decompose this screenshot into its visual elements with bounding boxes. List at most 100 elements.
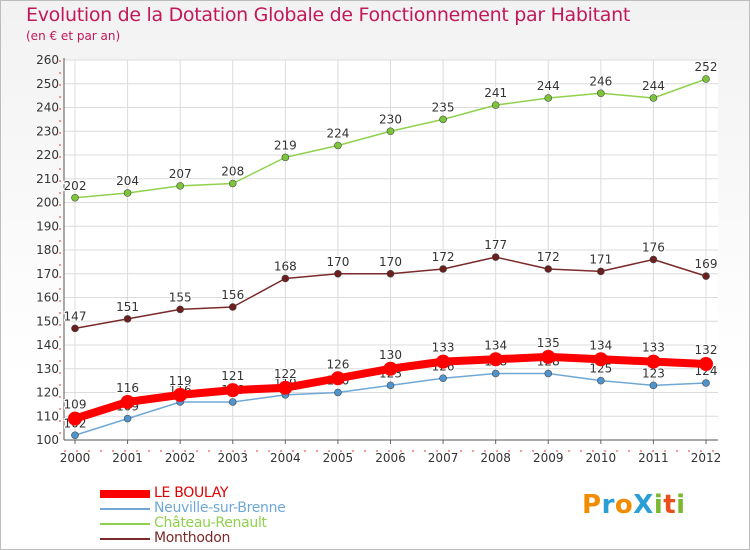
data-point [330, 371, 345, 386]
data-label: 147 [64, 309, 87, 323]
data-label: 122 [274, 367, 297, 381]
data-point [334, 388, 342, 397]
data-point [649, 381, 658, 390]
data-point [544, 369, 553, 378]
legend-swatch [100, 507, 150, 510]
data-label: 170 [379, 255, 402, 269]
logo-letter: P [582, 490, 602, 520]
data-point [491, 253, 500, 261]
x-tick-label: 2004 [270, 451, 301, 465]
y-tick-label: 200 [36, 196, 59, 210]
y-tick-label: 140 [36, 338, 59, 352]
data-point [439, 265, 447, 273]
data-point [597, 267, 605, 276]
data-label: 119 [169, 374, 192, 388]
chart-legend: LE BOULAY Neuville-sur-Brenne Château-Rena… [100, 486, 286, 546]
data-label: 241 [484, 86, 507, 100]
x-tick-label: 2001 [112, 451, 143, 465]
data-point [123, 315, 132, 323]
data-point [649, 94, 658, 102]
data-point [488, 352, 503, 367]
data-point [439, 115, 447, 124]
logo-letter: i [676, 490, 686, 520]
data-point [702, 75, 710, 83]
chart-subtitle: (en € et par an) [26, 29, 121, 43]
x-tick-label: 2003 [217, 451, 248, 465]
logo-letter: r [601, 490, 615, 520]
chart-title: Evolution de la Dotation Globale de Fonc… [26, 4, 631, 26]
proxiti-logo: ProXiti [582, 490, 686, 520]
data-point [436, 354, 451, 369]
data-label: 125 [589, 362, 612, 376]
data-label: 133 [642, 341, 665, 355]
data-point [120, 395, 135, 409]
data-point [278, 380, 293, 395]
y-tick-label: 110 [36, 409, 59, 423]
y-tick-label: 150 [36, 314, 59, 328]
x-tick-label: 2002 [165, 451, 196, 465]
data-point [597, 89, 605, 98]
x-tick-label: 2005 [323, 451, 354, 465]
data-label: 244 [537, 79, 560, 93]
data-label: 235 [432, 100, 455, 114]
data-label: 204 [116, 174, 139, 188]
legend-label: Château-Renault [154, 515, 267, 531]
data-point [702, 379, 710, 387]
x-tick-label: 2010 [586, 451, 617, 465]
data-point [334, 141, 342, 150]
y-tick-label: 240 [36, 101, 59, 115]
data-label: 230 [379, 112, 402, 126]
data-label: 224 [326, 127, 349, 141]
x-tick-label: 2009 [533, 451, 564, 465]
data-label: 171 [589, 252, 612, 266]
data-label: 170 [326, 255, 349, 269]
data-label: 134 [484, 338, 507, 352]
logo-letter: o [614, 490, 634, 520]
data-point [491, 101, 500, 109]
data-point [68, 411, 82, 426]
x-tick-label: 2007 [428, 451, 459, 465]
x-tick-label: 2006 [375, 451, 406, 465]
data-point [334, 269, 342, 278]
data-label: 176 [642, 241, 665, 255]
data-point [228, 398, 237, 406]
legend-label: Neuville-sur-Brenne [154, 500, 286, 516]
legend-item: Château-Renault [100, 516, 285, 531]
legend-swatch [100, 489, 150, 498]
data-point [544, 94, 553, 102]
data-point [544, 265, 553, 273]
data-label: 219 [274, 138, 297, 152]
legend-label: LE BOULAY [154, 485, 229, 501]
y-tick-label: 170 [36, 267, 59, 281]
legend-item: LE BOULAY [100, 486, 285, 501]
data-point [71, 431, 79, 440]
data-label: 177 [484, 238, 507, 252]
data-label: 133 [432, 341, 455, 355]
data-point [541, 349, 556, 364]
data-point [702, 272, 710, 280]
data-label: 252 [695, 60, 718, 74]
data-point [176, 182, 184, 190]
data-label: 156 [221, 288, 244, 302]
data-label: 134 [589, 338, 612, 352]
data-label: 208 [221, 165, 244, 179]
data-label: 172 [432, 250, 455, 264]
y-tick-label: 230 [36, 124, 59, 138]
data-label: 135 [537, 336, 560, 350]
data-label: 123 [642, 366, 665, 380]
data-label: 169 [695, 257, 718, 271]
data-point [383, 361, 398, 376]
data-point [228, 179, 237, 188]
data-label: 244 [642, 79, 665, 93]
legend-swatch [100, 522, 150, 525]
data-point [225, 383, 240, 398]
y-tick-label: 130 [36, 362, 59, 376]
data-point [386, 127, 395, 136]
data-point [386, 381, 395, 390]
data-point [281, 153, 290, 162]
logo-letter: X [633, 490, 654, 520]
y-tick-label: 210 [36, 172, 59, 186]
data-point [439, 374, 447, 383]
data-label: 168 [274, 260, 297, 274]
y-tick-label: 120 [36, 386, 59, 400]
